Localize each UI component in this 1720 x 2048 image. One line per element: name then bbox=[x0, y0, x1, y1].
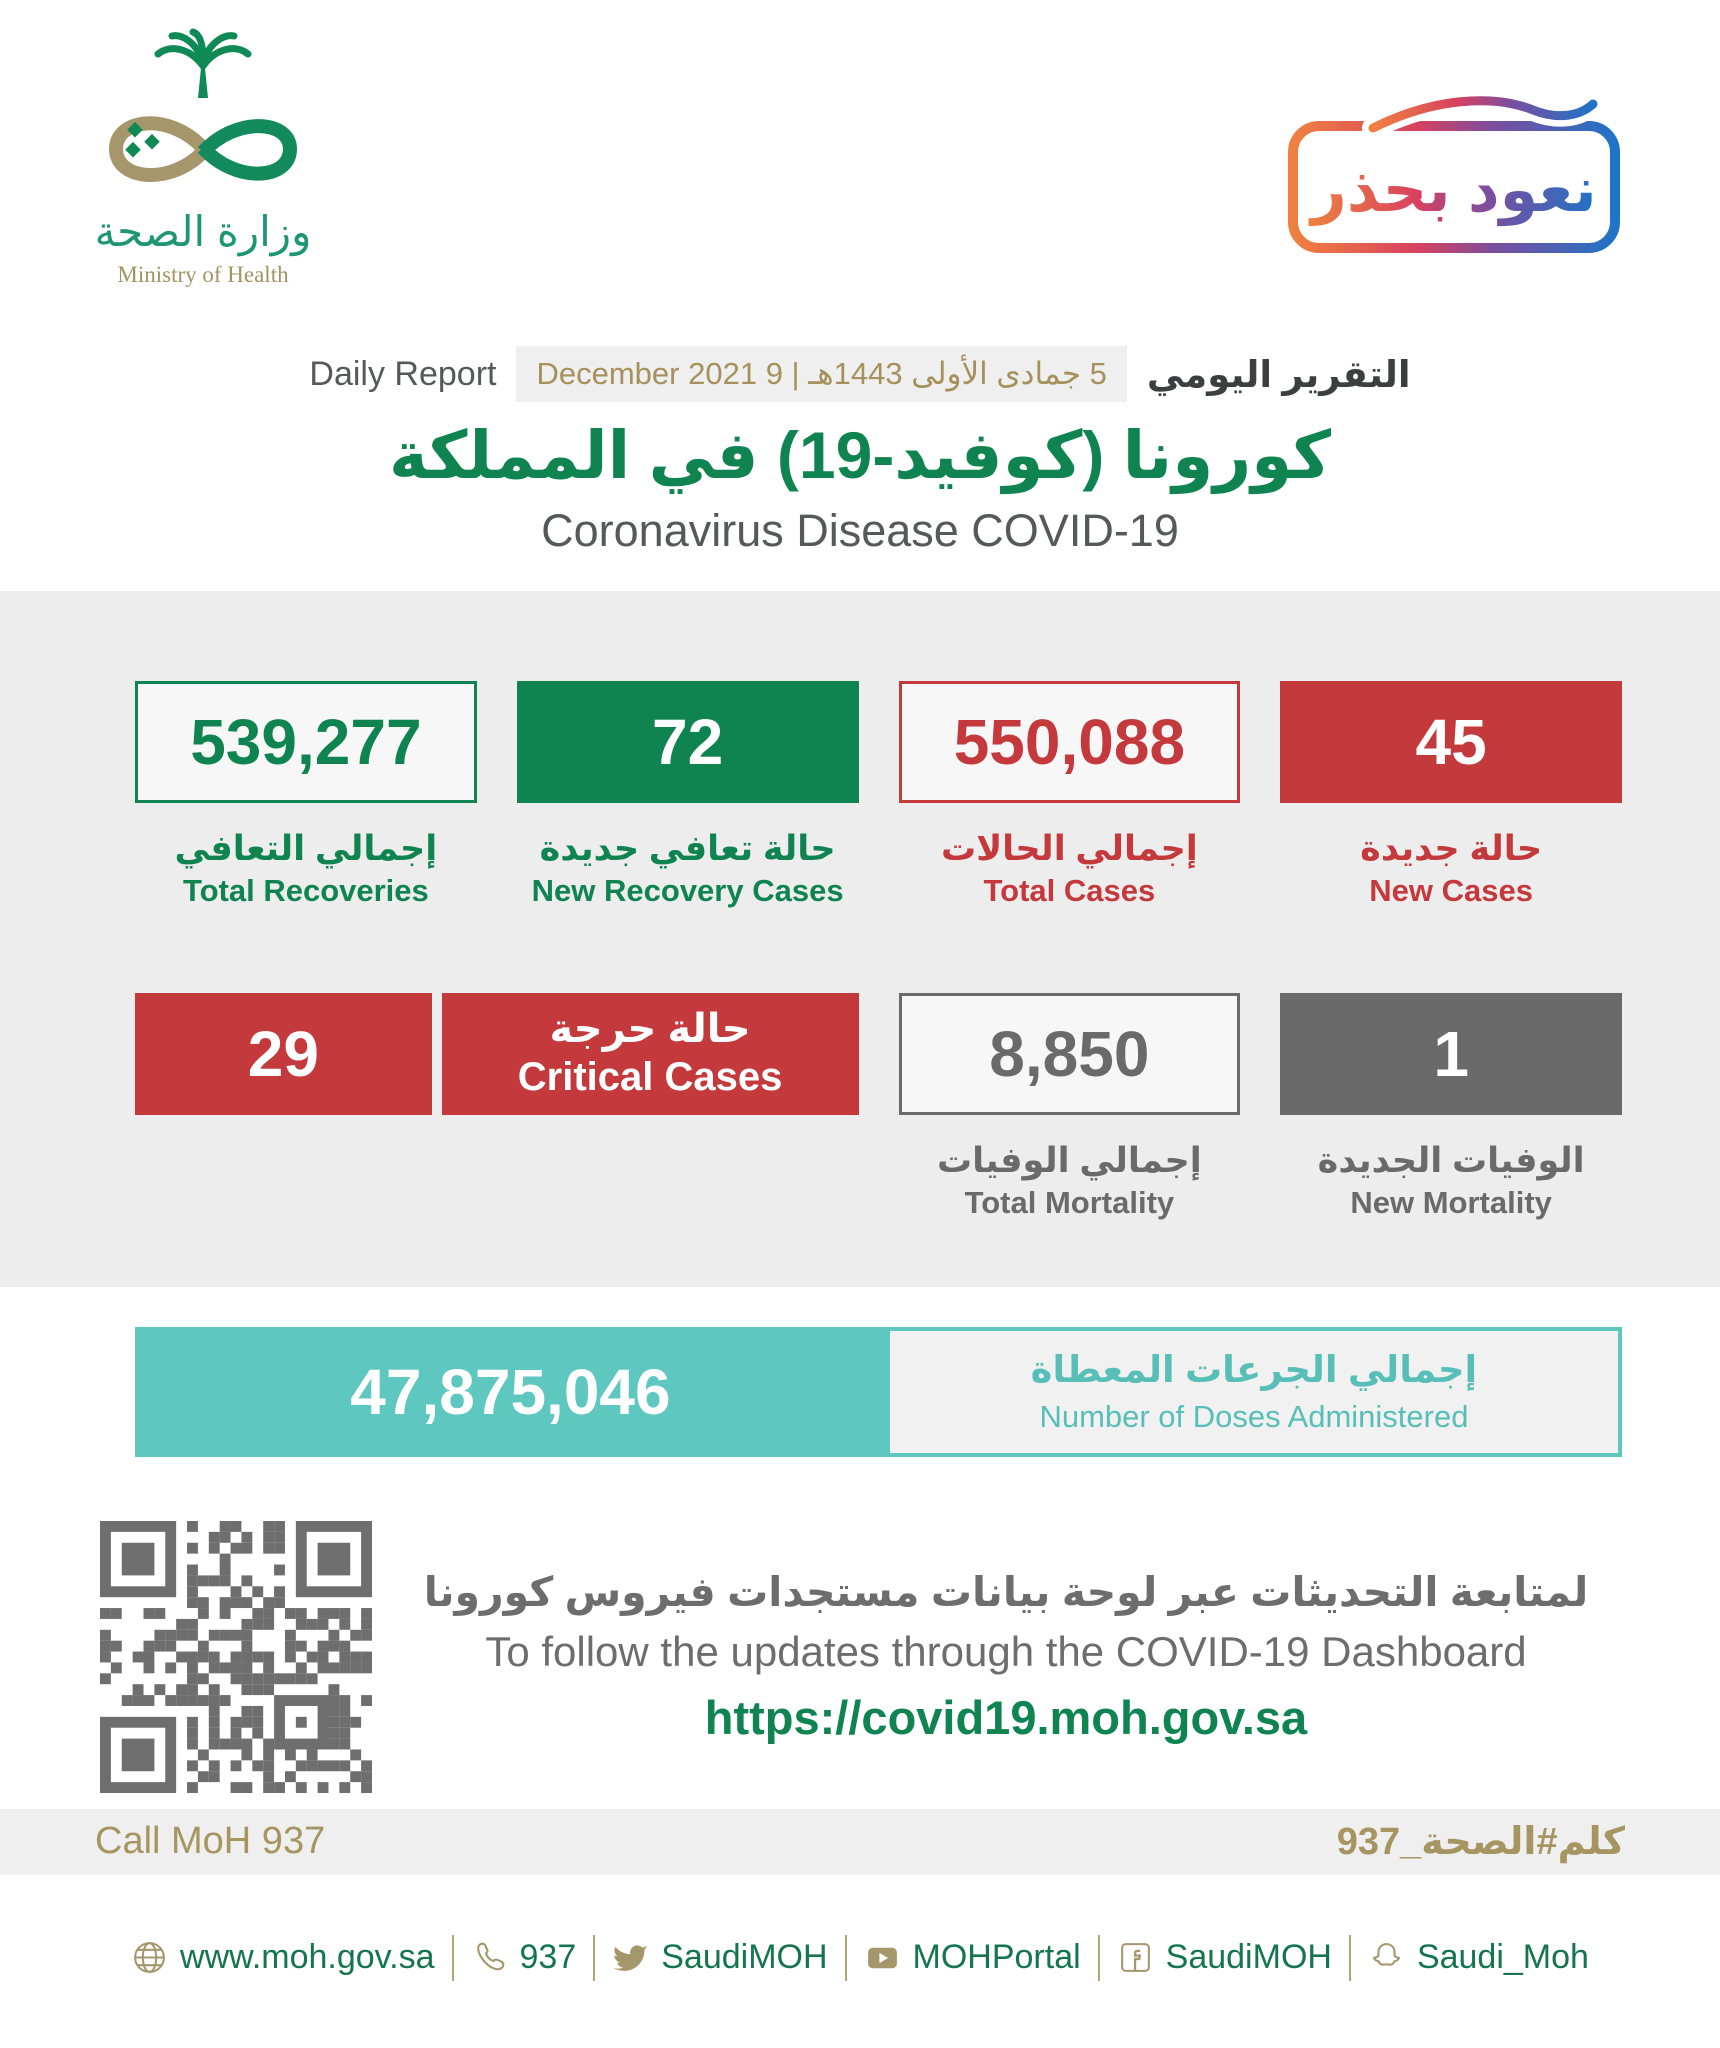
phone-icon bbox=[476, 1942, 504, 1971]
doses-value: 47,875,046 bbox=[350, 1355, 671, 1428]
badge-graphic: نعود بحذر bbox=[1288, 89, 1620, 253]
total-cases-label-ar: إجمالي الحالات bbox=[940, 828, 1198, 868]
stats-section: 539,277 إجمالي التعافي Total Recoveries … bbox=[0, 590, 1720, 1287]
doses-label: إجمالي الجرعات المعطاة Number of Doses A… bbox=[885, 1326, 1622, 1457]
footer-separator bbox=[451, 1934, 454, 1981]
footer-separator bbox=[1097, 1934, 1100, 1981]
new-mortality-label-en: New Mortality bbox=[1350, 1184, 1552, 1220]
total-mortality-value: 8,850 bbox=[898, 992, 1241, 1115]
new-cases-value: 45 bbox=[1280, 680, 1622, 803]
doses-label-en: Number of Doses Administered bbox=[1039, 1399, 1469, 1434]
report-date: 5 جمادى الأولى 1443هـ | 9 December 2021 bbox=[516, 346, 1127, 402]
date-row: Daily Report 5 جمادى الأولى 1443هـ | 9 D… bbox=[0, 0, 1720, 402]
total-recoveries-label-en: Total Recoveries bbox=[182, 872, 429, 908]
footer-phone-label: 937 bbox=[519, 1938, 577, 1976]
call-moh-band: Call MoH 937 كلم#الصحة_937 bbox=[0, 1808, 1720, 1875]
badge-swoosh bbox=[1368, 96, 1598, 133]
new-recovery-cases-label-ar: حالة تعافي جديدة bbox=[539, 828, 836, 868]
ribbon-tan bbox=[108, 116, 209, 182]
dashboard-text-english: To follow the updates through the COVID-… bbox=[485, 1628, 1527, 1675]
call-moh-english: Call MoH 937 bbox=[95, 1820, 326, 1862]
snapchat-icon bbox=[1372, 1943, 1401, 1966]
page-title-english: Coronavirus Disease COVID-19 bbox=[541, 504, 1179, 556]
dashboard-text-arabic: لمتابعة التحديثات عبر لوحة بيانات مستجدا… bbox=[423, 1569, 1589, 1615]
new-mortality-label-ar: الوفيات الجديدة bbox=[1317, 1140, 1585, 1180]
daily-report-arabic: التقرير اليومي bbox=[1146, 353, 1411, 395]
badge-text: نعود بحذر bbox=[1308, 156, 1597, 226]
footer-item-twitter[interactable]: SaudiMOH bbox=[595, 1938, 844, 1977]
total-mortality-label-en: Total Mortality bbox=[964, 1184, 1175, 1220]
critical-cases-label-en: Critical Cases bbox=[517, 1054, 783, 1099]
footer-facebook-label: SaudiMOH bbox=[1165, 1938, 1332, 1976]
new-recovery-cases-stat: 72 حالة تعافي جديدة New Recovery Cases bbox=[516, 680, 859, 911]
footer-snapchat-label: Saudi_Moh bbox=[1416, 1938, 1589, 1976]
footer-item-snapchat[interactable]: Saudi_Moh bbox=[1351, 1938, 1606, 1977]
footer-social-row: www.moh.gov.sa 937 SaudiMOH MOHPortal bbox=[0, 1934, 1720, 1981]
doses-label-ar: إجمالي الجرعات المعطاة bbox=[1030, 1349, 1478, 1390]
footer-item-facebook[interactable]: SaudiMOH bbox=[1100, 1938, 1349, 1977]
new-cases-stat: 45 حالة جديدة New Cases bbox=[1280, 680, 1622, 911]
youtube-icon bbox=[867, 1947, 897, 1969]
total-cases-stat: 550,088 إجمالي الحالات Total Cases bbox=[898, 680, 1241, 911]
footer-item-phone[interactable]: 937 bbox=[454, 1938, 594, 1977]
footer-item-youtube[interactable]: MOHPortal bbox=[847, 1938, 1098, 1977]
footer-separator bbox=[1348, 1934, 1351, 1981]
twitter-icon bbox=[613, 1945, 649, 1971]
footer-website-label: www.moh.gov.sa bbox=[180, 1938, 435, 1976]
critical-cases-value: 29 bbox=[135, 992, 432, 1115]
total-recoveries-label-ar: إجمالي التعافي bbox=[174, 828, 438, 868]
qr-code-graphic bbox=[100, 1520, 372, 1793]
qr-code bbox=[100, 1520, 372, 1793]
logo-title-english: Ministry of Health bbox=[117, 262, 289, 287]
new-mortality-value: 1 bbox=[1280, 992, 1622, 1115]
stats-row-1: 539,277 إجمالي التعافي Total Recoveries … bbox=[135, 680, 1622, 911]
palm-tree-icon bbox=[154, 28, 252, 70]
footer-item-website[interactable]: www.moh.gov.sa bbox=[114, 1938, 451, 1977]
moh-logo: وزارة الصحة Ministry of Health bbox=[78, 28, 328, 288]
moh-logo-graphic bbox=[108, 28, 298, 182]
new-cases-label-ar: حالة جديدة bbox=[1360, 828, 1543, 868]
footer-separator bbox=[593, 1934, 596, 1981]
footer-youtube-label: MOHPortal bbox=[912, 1938, 1081, 1976]
critical-cases-label: حالة حرجة Critical Cases bbox=[441, 992, 859, 1115]
new-recovery-cases-value: 72 bbox=[516, 680, 859, 803]
call-moh-arabic: كلم#الصحة_937 bbox=[1336, 1821, 1625, 1863]
daily-report-english: Daily Report bbox=[309, 354, 497, 393]
total-mortality-label-ar: إجمالي الوفيات bbox=[937, 1140, 1202, 1180]
critical-cases-label-ar: حالة حرجة bbox=[549, 1007, 751, 1052]
return-with-caution-badge: نعود بحذر bbox=[1283, 89, 1625, 257]
footer-twitter-label: SaudiMOH bbox=[661, 1938, 828, 1976]
globe-icon bbox=[134, 1942, 165, 1973]
stats-row-2: 29 حالة حرجة Critical Cases 8,850 إجمالي… bbox=[135, 992, 1622, 1223]
dashboard-url-link[interactable]: https://covid19.moh.gov.sa bbox=[704, 1691, 1308, 1744]
dashboard-text: لمتابعة التحديثات عبر لوحة بيانات مستجدا… bbox=[372, 1568, 1660, 1745]
facebook-icon bbox=[1120, 1943, 1150, 1972]
total-recoveries-value: 539,277 bbox=[135, 680, 477, 803]
new-cases-label-en: New Cases bbox=[1369, 872, 1533, 908]
total-cases-value: 550,088 bbox=[898, 680, 1241, 803]
total-cases-label-en: Total Cases bbox=[983, 872, 1156, 908]
new-recovery-cases-label-en: New Recovery Cases bbox=[531, 872, 844, 908]
ribbon-green bbox=[197, 119, 298, 181]
critical-cases-stat: 29 حالة حرجة Critical Cases bbox=[135, 992, 859, 1223]
footer-separator bbox=[844, 1934, 847, 1981]
page-title-arabic: كورونا (كوفيد-19) في المملكة bbox=[389, 418, 1331, 492]
ribbon-dots bbox=[125, 121, 160, 158]
total-mortality-stat: 8,850 إجمالي الوفيات Total Mortality bbox=[898, 992, 1241, 1223]
dashboard-section: لمتابعة التحديثات عبر لوحة بيانات مستجدا… bbox=[100, 1520, 1660, 1793]
total-recoveries-stat: 539,277 إجمالي التعافي Total Recoveries bbox=[135, 680, 477, 911]
logo-title-arabic: وزارة الصحة bbox=[94, 208, 312, 255]
doses-bar: 47,875,046 إجمالي الجرعات المعطاة Number… bbox=[135, 1326, 1622, 1457]
new-mortality-stat: 1 الوفيات الجديدة New Mortality bbox=[1280, 992, 1622, 1223]
